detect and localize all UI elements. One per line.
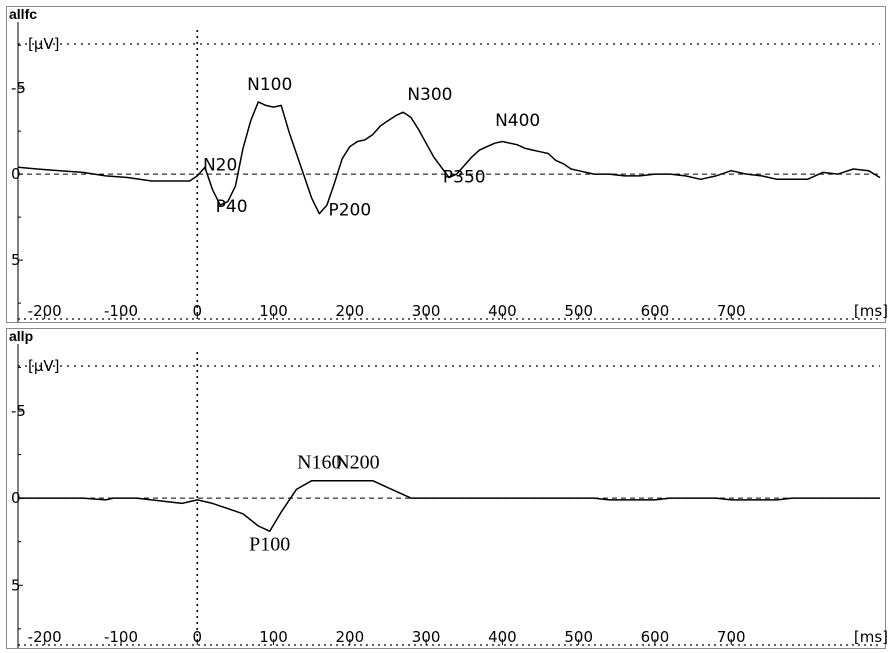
x-tick-label: 400 [488, 302, 517, 320]
y-unit-label: [µV] [28, 357, 60, 375]
x-unit-label: [ms] [854, 302, 888, 320]
x-tick-label: 700 [717, 628, 746, 646]
peak-label: P40 [216, 197, 248, 217]
x-tick-label: -100 [104, 302, 138, 320]
x-tick-label: 300 [412, 628, 441, 646]
x-tick-label: 600 [641, 628, 670, 646]
chart-title: allfc [9, 6, 37, 22]
peak-label: N160 [297, 452, 341, 474]
x-tick-label: 0 [192, 302, 202, 320]
x-tick-label: 100 [259, 302, 288, 320]
y-tick-label: -5 [11, 79, 26, 97]
panel-frame [6, 6, 886, 323]
y-tick-label: 5 [11, 576, 21, 594]
x-tick-label: 0 [192, 628, 202, 646]
x-tick-label: 200 [336, 628, 365, 646]
erp-waveform [18, 479, 880, 532]
y-unit-label: [µV] [28, 35, 60, 53]
erp-waveform [17, 101, 881, 215]
peak-label: P100 [249, 533, 290, 555]
y-tick-label: 0 [11, 165, 21, 183]
x-tick-label: 500 [564, 628, 593, 646]
chart-panel-allp: allp [µV] -5 0 5 -200 -100 0 100 200 300 400 500 600 7… [6, 328, 888, 649]
peak-label: N300 [407, 85, 452, 105]
peak-label: N400 [495, 111, 540, 131]
x-tick-label: 400 [488, 628, 517, 646]
x-unit-label: [ms] [854, 628, 888, 646]
peak-label: P350 [443, 168, 486, 188]
y-tick-label: 5 [11, 251, 21, 269]
y-tick-label: 0 [11, 489, 21, 507]
x-tick-label: 200 [336, 302, 365, 320]
x-tick-label: -200 [28, 302, 62, 320]
chart-title: allp [9, 328, 33, 344]
x-tick-label: 300 [412, 302, 441, 320]
peak-label: N100 [247, 75, 292, 95]
x-tick-label: 100 [259, 628, 288, 646]
panel-frame [6, 328, 886, 649]
x-tick-label: -200 [28, 628, 62, 646]
peak-label: N20 [203, 156, 237, 176]
chart-panel-allfc: allfc [µV] -5 0 5 -200 -100 0 100 200 300 400 500 600… [6, 6, 888, 323]
x-tick-label: 500 [564, 302, 593, 320]
x-tick-label: 700 [717, 302, 746, 320]
x-tick-label: -100 [104, 628, 138, 646]
peak-label: N200 [335, 452, 379, 474]
x-tick-label: 600 [641, 302, 670, 320]
peak-label: P200 [328, 200, 371, 220]
y-tick-label: -5 [11, 402, 26, 420]
